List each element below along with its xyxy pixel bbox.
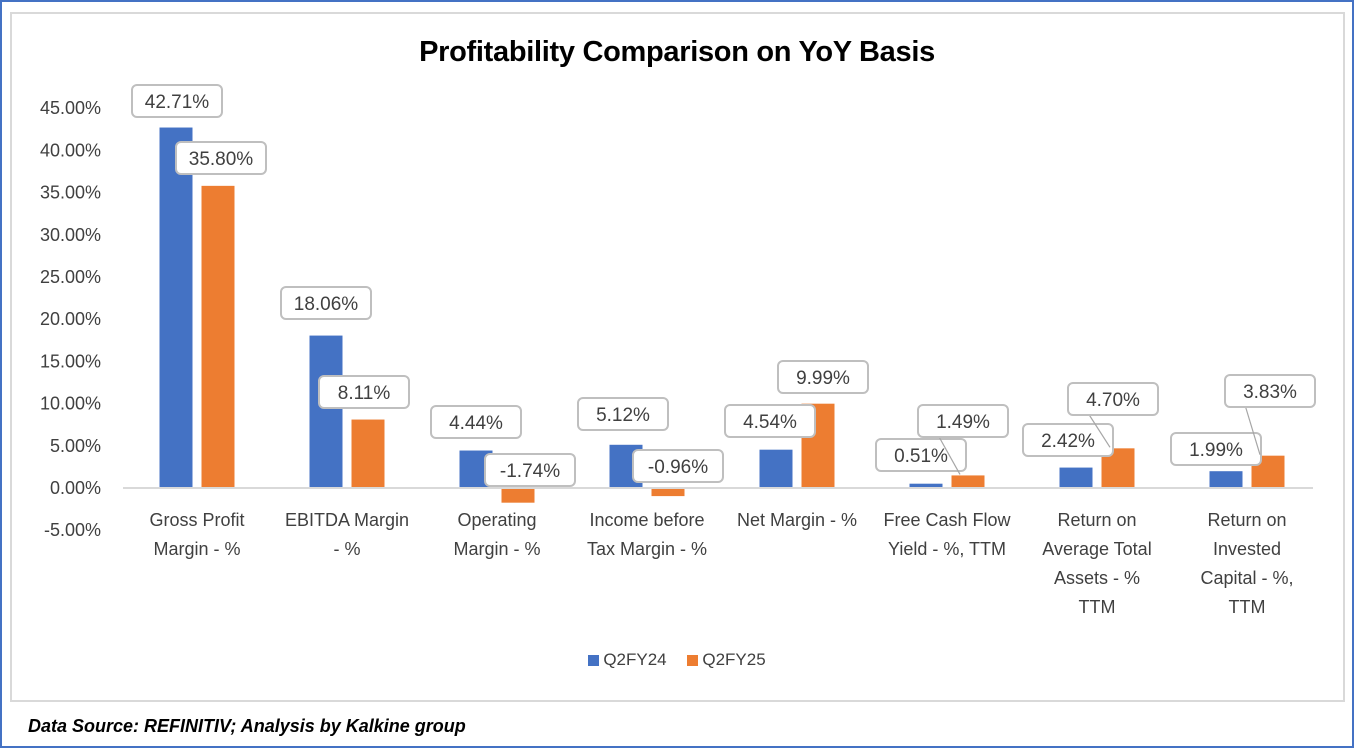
data-label-box	[1224, 374, 1316, 408]
data-label-box	[1067, 382, 1159, 416]
y-tick-label: 25.00%	[40, 267, 101, 287]
x-category-label: Income before	[589, 510, 704, 530]
data-label-q2fy24: 5.12%	[596, 405, 650, 426]
bar-q2fy24	[159, 127, 193, 489]
legend-swatch-q2fy25	[687, 655, 699, 666]
bar-q2fy25	[201, 185, 235, 488]
bar-q2fy24	[1209, 471, 1243, 488]
legend-item-q2fy25: Q2FY25	[687, 650, 766, 669]
x-category-label: Operating	[457, 510, 536, 530]
legend-item-q2fy24: Q2FY24	[588, 650, 667, 669]
x-category-label: Tax Margin - %	[587, 539, 707, 559]
bar-q2fy25	[501, 488, 535, 503]
y-tick-label: 30.00%	[40, 225, 101, 245]
x-category-label: Return on	[1057, 510, 1136, 530]
y-tick-label: 10.00%	[40, 394, 101, 414]
bar-q2fy24	[1059, 467, 1093, 488]
data-label-box	[1170, 432, 1262, 466]
x-category-label: Assets - %	[1054, 568, 1140, 588]
chart-title: Profitability Comparison on YoY Basis	[419, 36, 935, 68]
x-category-label: - %	[334, 539, 361, 559]
y-tick-label: 35.00%	[40, 183, 101, 203]
data-source-footer: Data Source: REFINITIV; Analysis by Kalk…	[28, 716, 466, 736]
data-label-q2fy24: 2.42%	[1041, 431, 1095, 452]
bar-q2fy25	[651, 488, 685, 497]
data-label-box	[280, 286, 372, 320]
y-tick-label: 45.00%	[40, 98, 101, 118]
data-label-q2fy24: 0.51%	[894, 446, 948, 467]
bar-q2fy24	[909, 483, 943, 488]
data-label-q2fy25: 3.83%	[1243, 382, 1297, 403]
data-label-box	[917, 404, 1009, 438]
legend-label-q2fy24: Q2FY24	[603, 650, 667, 669]
bar-q2fy24	[759, 449, 793, 488]
data-label-q2fy25: 35.80%	[189, 149, 254, 170]
data-label-q2fy24: 1.99%	[1189, 440, 1243, 461]
y-tick-label: -5.00%	[44, 520, 101, 540]
data-label-box	[724, 404, 816, 438]
x-category-label: Net Margin - %	[737, 510, 857, 530]
data-label-box	[484, 453, 576, 487]
data-label-q2fy25: 4.70%	[1086, 390, 1140, 411]
data-label-q2fy25: -0.96%	[648, 457, 708, 478]
leader-line	[1087, 412, 1111, 448]
bar-q2fy25	[951, 475, 985, 488]
data-label-q2fy25: 1.49%	[936, 412, 990, 433]
data-label-box	[875, 438, 967, 472]
data-label-box	[318, 375, 410, 409]
x-category-label: Average Total	[1042, 539, 1151, 559]
data-label-q2fy25: 8.11%	[338, 383, 391, 404]
data-label-box	[430, 405, 522, 439]
data-label-box	[175, 141, 267, 175]
data-label-box	[131, 84, 223, 118]
data-label-q2fy24: 42.71%	[145, 92, 210, 113]
leader-line	[937, 434, 961, 475]
data-label-box	[777, 360, 869, 394]
data-label-q2fy25: 9.99%	[796, 368, 850, 389]
data-label-box	[632, 449, 724, 483]
data-label-box	[577, 397, 669, 431]
y-tick-label: 15.00%	[40, 351, 101, 371]
leader-line	[1244, 404, 1261, 455]
legend-label-q2fy25: Q2FY25	[702, 650, 766, 669]
x-category-label: EBITDA Margin	[285, 510, 409, 530]
x-category-label: Capital - %,	[1200, 568, 1293, 588]
data-label-q2fy25: -1.74%	[500, 461, 560, 482]
data-label-q2fy24: 4.54%	[743, 412, 797, 433]
x-category-label: Margin - %	[153, 539, 240, 559]
data-label-q2fy24: 18.06%	[294, 294, 359, 315]
data-label-box	[1022, 423, 1114, 457]
bar-q2fy25	[351, 419, 385, 488]
x-category-label: Free Cash Flow	[883, 510, 1011, 530]
y-tick-label: 20.00%	[40, 309, 101, 329]
x-category-label: TTM	[1229, 597, 1266, 617]
data-label-q2fy24: 4.44%	[449, 413, 503, 434]
y-tick-label: 0.00%	[50, 478, 101, 498]
y-tick-label: 40.00%	[40, 140, 101, 160]
x-category-label: Gross Profit	[149, 510, 244, 530]
y-tick-label: 5.00%	[50, 436, 101, 456]
x-category-label: TTM	[1079, 597, 1116, 617]
legend-swatch-q2fy24	[588, 655, 600, 666]
x-category-label: Return on	[1207, 510, 1286, 530]
x-category-label: Yield - %, TTM	[888, 539, 1006, 559]
x-category-label: Margin - %	[453, 539, 540, 559]
legend: Q2FY24 Q2FY25	[0, 650, 1354, 670]
bar-q2fy24	[309, 335, 343, 488]
x-category-label: Invested	[1213, 539, 1281, 559]
